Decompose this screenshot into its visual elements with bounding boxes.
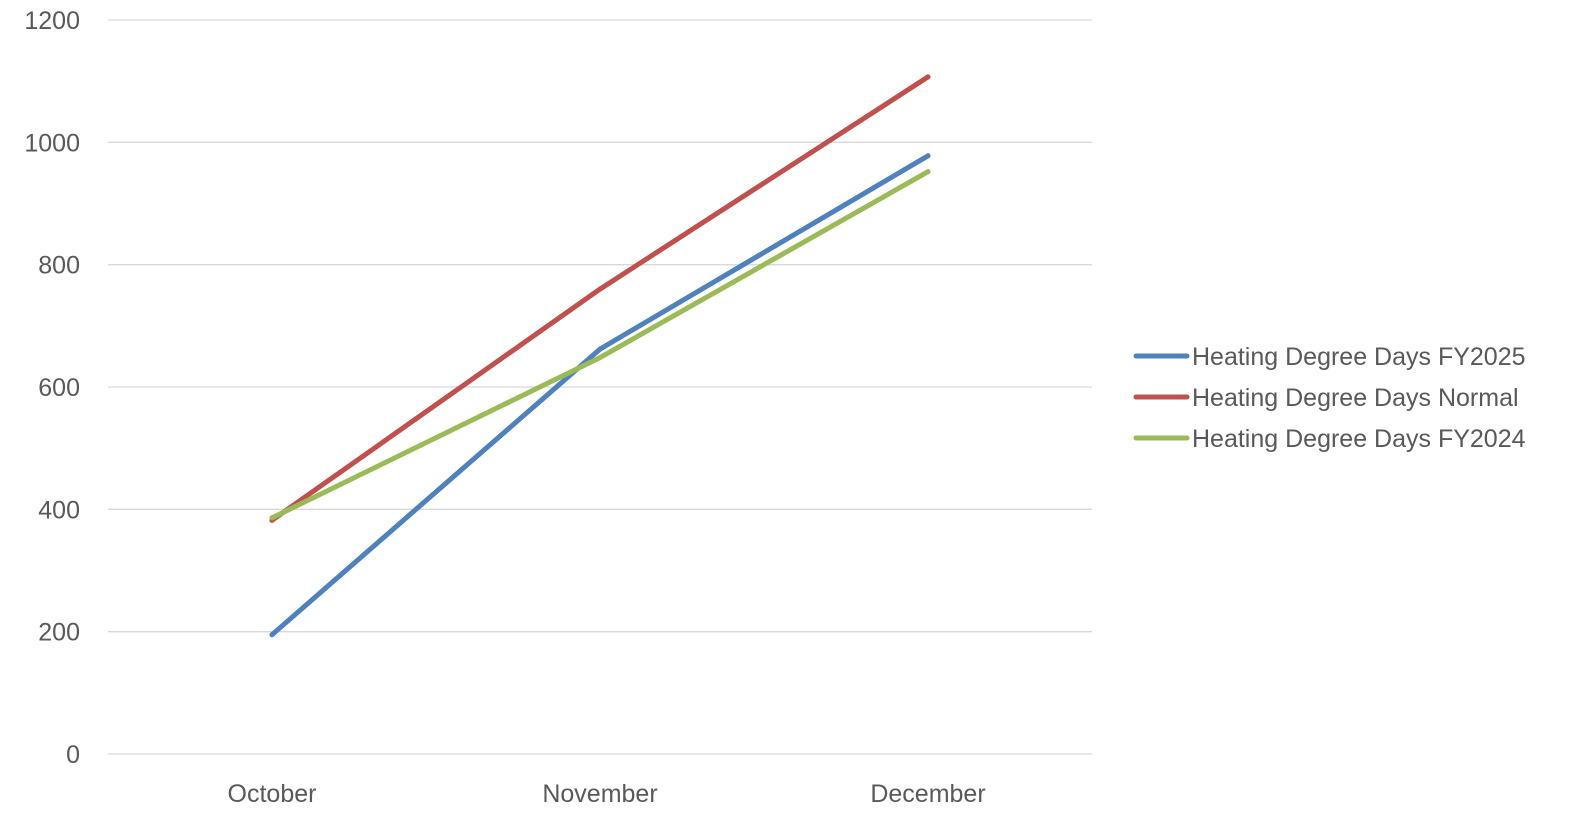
legend: Heating Degree Days FY2025 Heating Degree…	[1133, 343, 1526, 453]
x-tick-label: October	[228, 780, 317, 808]
y-tick-label: 800	[38, 252, 80, 280]
y-tick-label: 0	[66, 741, 80, 769]
data-point	[925, 153, 931, 159]
series-line-2	[269, 74, 931, 523]
x-axis: October November December	[228, 780, 986, 808]
legend-label-3: Heating Degree Days FY2024	[1192, 425, 1526, 453]
data-point	[925, 169, 931, 175]
data-point	[269, 632, 275, 638]
y-tick-label: 200	[38, 619, 80, 647]
data-point	[269, 515, 275, 521]
y-tick-label: 1000	[24, 129, 80, 157]
y-axis: 0 200 400 600 800 1000 1200	[24, 7, 80, 769]
x-tick-label: November	[542, 780, 657, 808]
data-point	[597, 286, 603, 292]
legend-label-2: Heating Degree Days Normal	[1192, 384, 1519, 412]
x-tick-label: December	[870, 780, 985, 808]
y-tick-label: 1200	[24, 7, 80, 35]
y-tick-label: 600	[38, 374, 80, 402]
series-lines	[269, 74, 931, 638]
data-point	[925, 74, 931, 80]
data-point	[597, 355, 603, 361]
y-tick-label: 400	[38, 496, 80, 524]
grid-lines	[108, 19, 1092, 755]
data-point	[597, 346, 603, 352]
series-line-3	[269, 169, 931, 521]
legend-label-1: Heating Degree Days FY2025	[1192, 343, 1526, 371]
